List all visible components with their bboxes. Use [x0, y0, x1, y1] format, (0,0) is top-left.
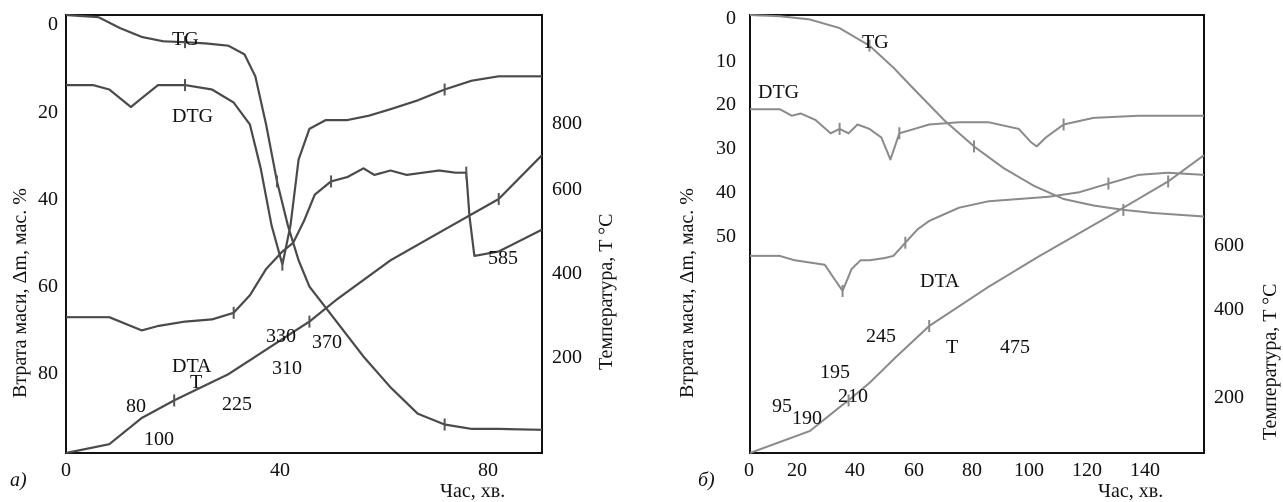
- series-line-dta: [750, 171, 1205, 292]
- panel-a-annotation-330: 330: [266, 325, 296, 347]
- panel-a-curves: [65, 13, 543, 455]
- series-line-t: [65, 154, 543, 455]
- series-line-dtg: [66, 75, 542, 266]
- panel-a-annotation-100: 100: [144, 428, 174, 450]
- panel-a-annotation-370: 370: [312, 331, 342, 353]
- panel-a-frame: [65, 14, 543, 454]
- panel-a-y-right-tick: 600: [552, 178, 582, 200]
- series-line-dtg: [750, 108, 1204, 161]
- series-line-t: [749, 154, 1205, 454]
- panel-b-x-tick: 0: [744, 459, 754, 481]
- panel-b-series-label-dtg: DTG: [758, 81, 799, 103]
- panel-b-annotation-475: 475: [1000, 336, 1030, 358]
- panel-a-annotation-80: 80: [126, 395, 146, 417]
- panel-a-y-left-axis-label: Втрата маси, Δm, мас. %: [9, 188, 31, 398]
- panel-a-series-label-dta: DTA: [172, 355, 212, 377]
- panel-a-x-axis-label: Час, хв.: [440, 480, 505, 502]
- panel-b-ticks: 0 10 20 30 40 50 200 400 600 0 20 40 60 …: [716, 7, 1244, 481]
- panel-a-y-left-tick: 0: [48, 13, 58, 35]
- panel-b-x-tick: 100: [1014, 459, 1044, 481]
- panel-b-x-tick: 40: [845, 459, 865, 481]
- panel-b-annotation-245: 245: [866, 325, 896, 347]
- panel-b-y-right-tick: 200: [1214, 386, 1244, 408]
- panel-b-y-left-axis-label: Втрата маси, Δm, мас. %: [676, 188, 698, 398]
- panel-b-annotation-95: 95: [772, 395, 792, 417]
- panel-b-y-left-tick: 10: [716, 50, 736, 72]
- panel-b-curves: [749, 14, 1205, 454]
- series-line-dta: [66, 167, 543, 332]
- panel-b-y-left-tick: 40: [716, 181, 736, 203]
- panel-b-x-tick: 140: [1130, 459, 1160, 481]
- panel-b-series-label-tg: TG: [862, 31, 889, 53]
- panel-a-y-right-axis-label: Температура, T °C: [595, 214, 617, 370]
- panel-b-frame: [749, 14, 1205, 454]
- panel-a-y-right-tick: 400: [552, 262, 582, 284]
- panel-b-label: б): [698, 469, 715, 491]
- panel-b-annotation-195: 195: [820, 361, 850, 383]
- panel-b-y-right-axis-label: Температура, T °C: [1259, 284, 1281, 440]
- panel-a-x-tick: 40: [270, 459, 290, 481]
- panel-a-y-right-tick: 200: [552, 346, 582, 368]
- panel-b: TG DTG DTA T 95 190 195 210 245 475 0 10…: [676, 7, 1281, 502]
- series-line-tg: [749, 14, 1205, 218]
- panel-b-x-tick: 60: [904, 459, 924, 481]
- panel-a-y-left-tick: 80: [38, 362, 58, 384]
- panel-b-x-axis-label: Час, хв.: [1098, 480, 1163, 502]
- panel-b-y-right-tick: 400: [1214, 298, 1244, 320]
- panel-b-x-tick: 120: [1072, 459, 1102, 481]
- panel-b-y-left-tick: 20: [716, 93, 736, 115]
- panel-b-x-tick: 80: [962, 459, 982, 481]
- panel-a-y-left-tick: 60: [38, 275, 58, 297]
- panel-a-series-label-t: T: [190, 371, 202, 393]
- panel-b-series-label-t: T: [946, 336, 958, 358]
- panel-b-annotation-190: 190: [792, 407, 822, 429]
- panel-a-annotation-585: 585: [488, 247, 518, 269]
- panel-a-y-right-tick: 800: [552, 112, 582, 134]
- panel-b-y-left-tick: 0: [726, 7, 736, 29]
- panel-b-series-label-dta: DTA: [920, 270, 960, 292]
- panel-a-label: а): [10, 469, 27, 491]
- panel-a-annotation-310: 310: [272, 357, 302, 379]
- panel-b-y-left-tick: 30: [716, 137, 736, 159]
- panel-a-x-tick: 80: [478, 459, 498, 481]
- panel-a-y-left-tick: 40: [38, 188, 58, 210]
- panel-a-annotation-225: 225: [222, 393, 252, 415]
- panel-a-series-label-tg: TG: [172, 28, 199, 50]
- panel-a: TG DTG DTA T 80 100 225 310 330 370 585 …: [9, 13, 617, 502]
- panel-b-y-right-tick: 600: [1214, 234, 1244, 256]
- panel-b-annotation-210: 210: [838, 385, 868, 407]
- panel-b-x-tick: 20: [787, 459, 807, 481]
- panel-a-ticks: 0 20 40 60 80 200 400 600 800 0 40 80: [38, 13, 582, 481]
- panel-b-y-left-tick: 50: [716, 225, 736, 247]
- panel-a-series-label-dtg: DTG: [172, 105, 213, 127]
- panel-a-y-left-tick: 20: [38, 101, 58, 123]
- panel-a-x-tick: 0: [61, 459, 71, 481]
